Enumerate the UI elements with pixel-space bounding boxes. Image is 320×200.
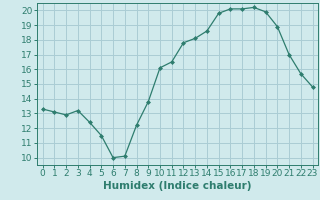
X-axis label: Humidex (Indice chaleur): Humidex (Indice chaleur) [103, 181, 252, 191]
